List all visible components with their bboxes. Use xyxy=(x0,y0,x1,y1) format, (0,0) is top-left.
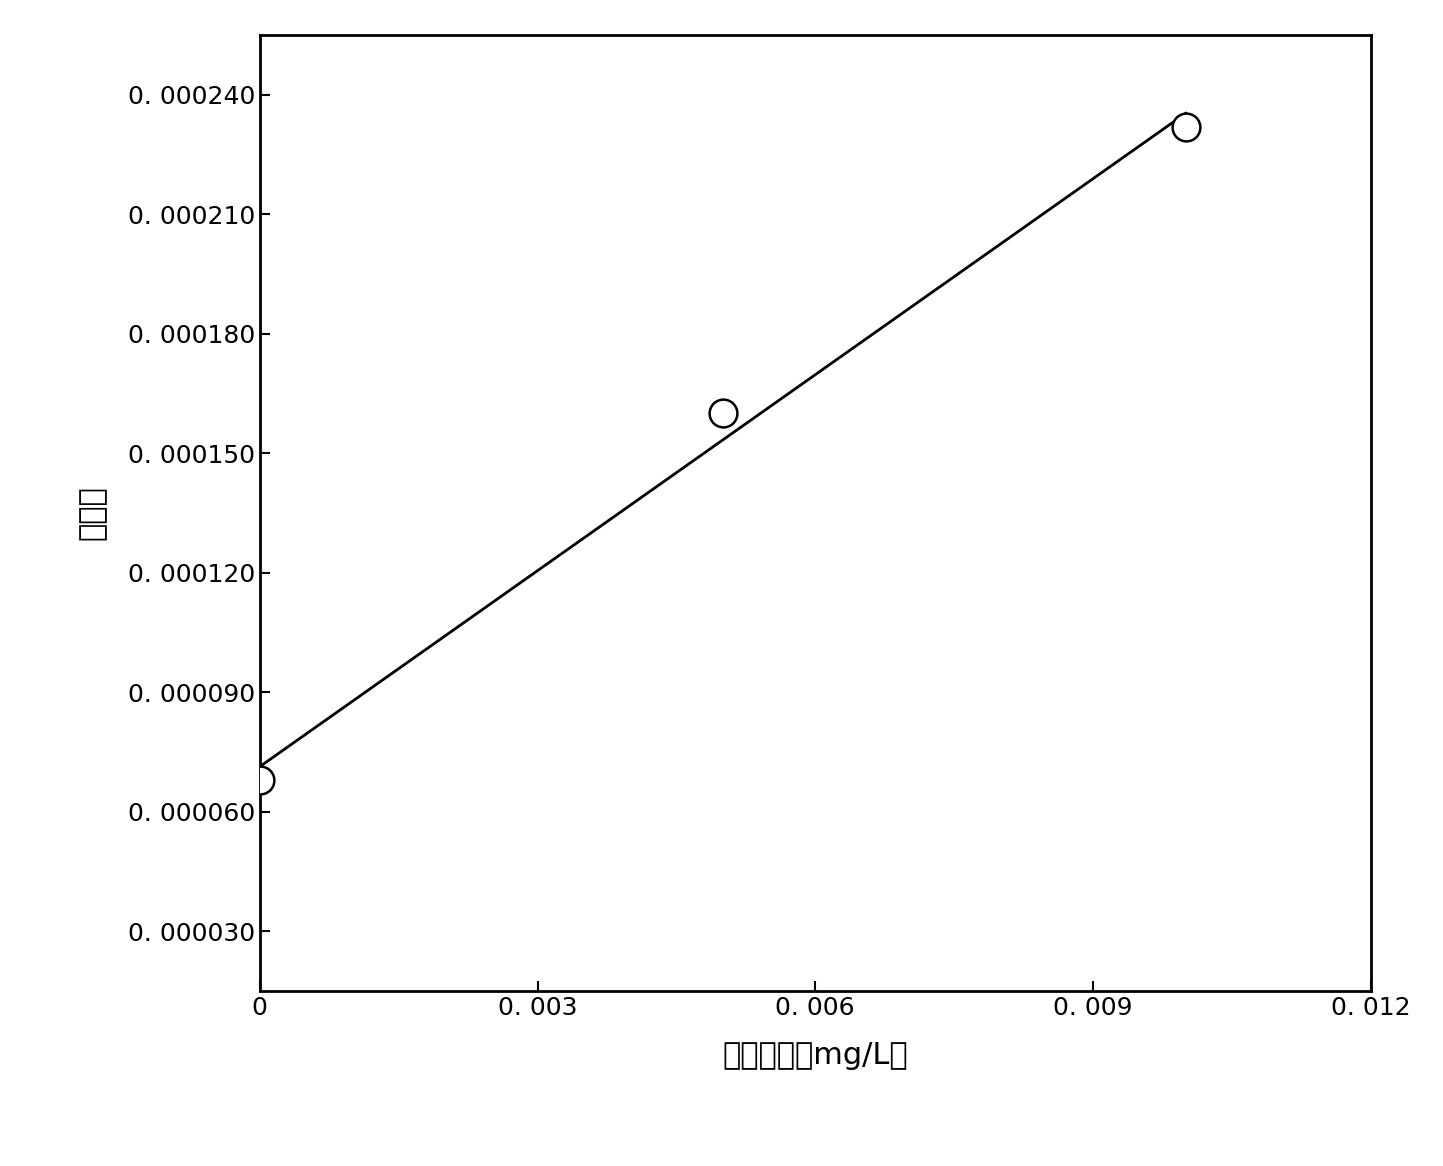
Y-axis label: 峰面积: 峰面积 xyxy=(78,486,107,540)
X-axis label: 加入浓度（mg/L）: 加入浓度（mg/L） xyxy=(723,1041,908,1069)
